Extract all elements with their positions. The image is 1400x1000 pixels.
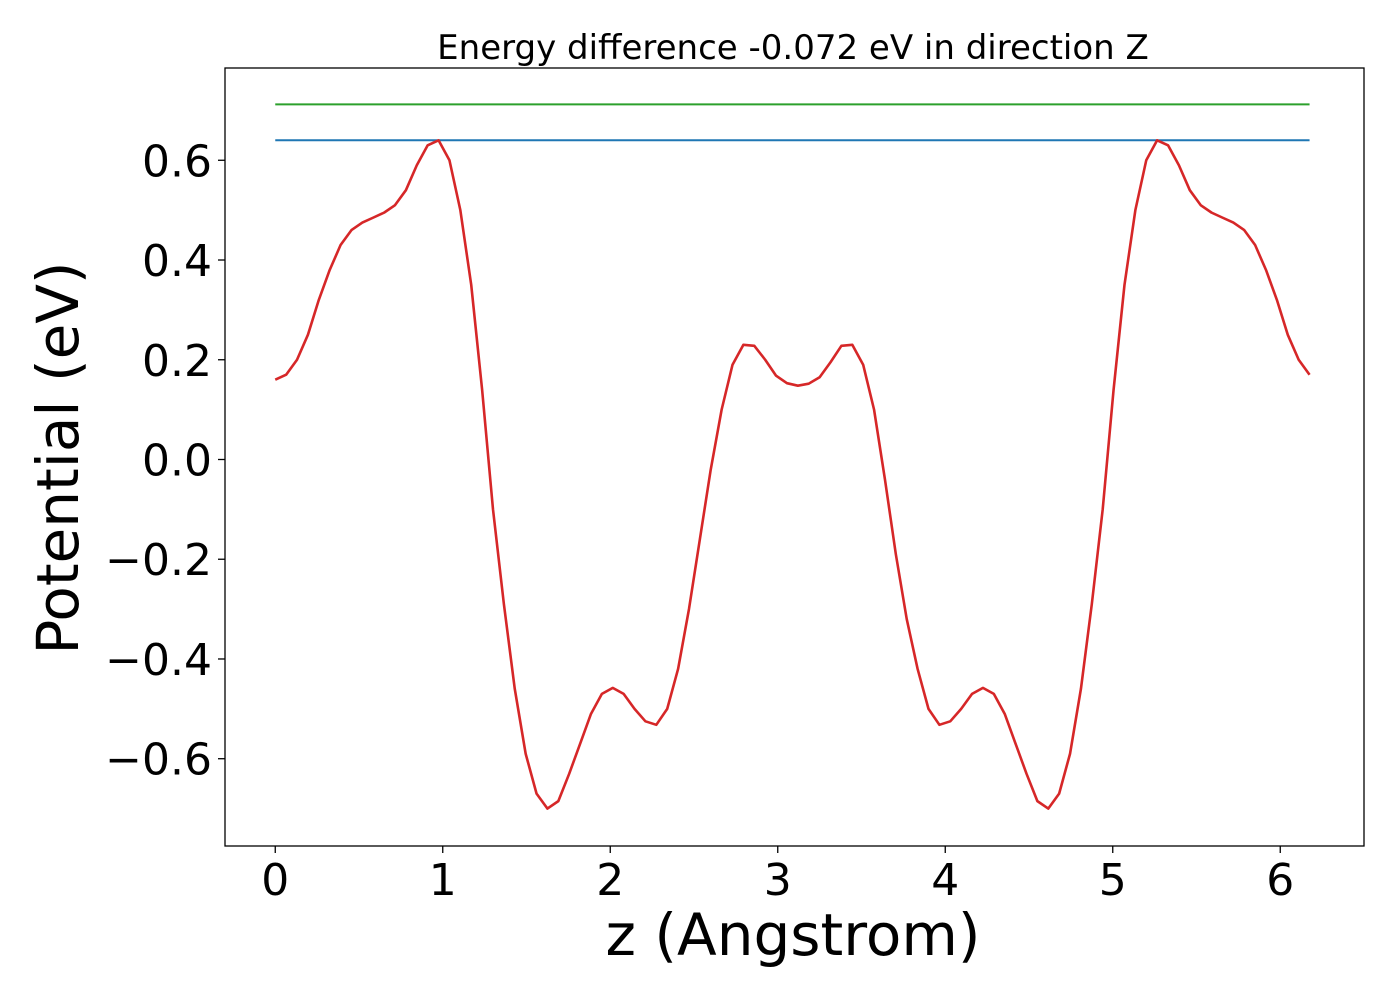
x-axis: 0 1 2 3 4 5 6 — [261, 846, 1294, 906]
y-tick-label: 0.2 — [142, 336, 212, 387]
y-axis: −0.6 −0.4 −0.2 0.0 0.2 0.4 0.6 — [105, 136, 225, 786]
x-tick-label: 3 — [764, 855, 792, 906]
plot-frame — [224, 67, 1365, 847]
y-tick-label: −0.4 — [105, 635, 212, 686]
x-tick-label: 2 — [596, 855, 624, 906]
y-tick-label: 0.4 — [142, 236, 212, 287]
x-tick-label: 4 — [931, 855, 959, 906]
chart-title: Energy difference -0.072 eV in direction… — [437, 28, 1149, 68]
plot-area — [274, 103, 1311, 810]
y-tick-label: −0.2 — [105, 535, 212, 586]
potential-line — [274, 139, 1311, 810]
x-tick-label: 1 — [429, 855, 457, 906]
y-axis-title: Potential (eV) — [24, 261, 92, 654]
x-axis-title: z (Angstrom) — [606, 901, 981, 969]
x-tick-label: 0 — [261, 855, 289, 906]
x-tick-label: 6 — [1266, 855, 1294, 906]
y-tick-label: 0.6 — [142, 136, 212, 187]
y-tick-label: 0.0 — [142, 435, 212, 486]
y-tick-label: −0.6 — [105, 735, 212, 786]
x-tick-label: 5 — [1099, 855, 1127, 906]
